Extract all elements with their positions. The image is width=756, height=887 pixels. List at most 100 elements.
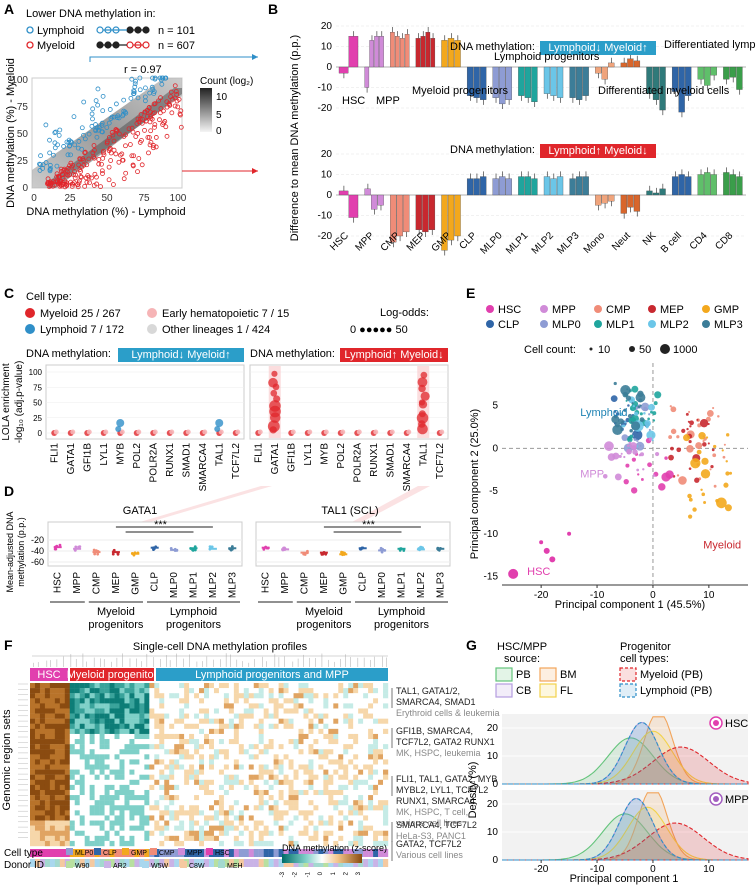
f-heat-cell <box>378 683 384 689</box>
f-heat-cell <box>184 703 190 709</box>
f-heat-cell <box>189 789 195 796</box>
a-ytick-0: 0 <box>22 183 28 194</box>
f-heat-cell <box>109 800 115 806</box>
f-celltype-cell <box>74 849 80 857</box>
e-cell-point <box>624 421 627 424</box>
f-heat-cell <box>184 744 190 750</box>
f-heat-cell <box>213 830 220 837</box>
f-heat-cell <box>303 815 309 821</box>
f-heat-cell <box>283 713 289 719</box>
f-heat-cell <box>228 835 235 842</box>
f-heat-cell <box>308 774 314 780</box>
f-heat-cell <box>363 749 369 755</box>
f-heat-cell <box>189 693 195 699</box>
f-heat-cell <box>273 693 279 699</box>
f-heat-cell <box>134 784 140 791</box>
f-heat-cell <box>213 733 220 740</box>
f-heat-cell <box>154 693 160 699</box>
c-ytick-label: 75 <box>33 383 42 392</box>
f-heat-cell <box>378 825 384 831</box>
b-bar-top <box>348 36 359 68</box>
f-celltype-cell <box>169 849 175 857</box>
a-myeloid-point <box>120 157 125 163</box>
f-heat-cell <box>328 708 334 714</box>
f-heat-cell <box>49 769 56 775</box>
f-heat-cell <box>69 688 75 694</box>
b-ytick-label: -10 <box>318 83 333 94</box>
f-heat-cell <box>189 825 195 831</box>
a-lymphoid-point <box>93 128 99 134</box>
f-heat-cell <box>124 683 130 689</box>
f-heat-cell <box>54 688 61 694</box>
f-heat-cell <box>263 733 269 740</box>
f-heat-cell <box>204 774 210 780</box>
a-myeloid-point <box>87 180 92 186</box>
e-cell-point <box>715 498 719 503</box>
e-cell-point <box>653 401 658 406</box>
f-heat-cell <box>74 683 80 689</box>
f-heat-cell <box>283 688 289 694</box>
c-xtick-label: POL2 <box>132 443 143 469</box>
d-left-title: GATA1 <box>123 505 157 517</box>
f-heat-cell <box>368 733 374 740</box>
b-bar-top <box>685 66 692 96</box>
f-heat-cell <box>144 718 150 724</box>
f-heat-cell <box>159 835 165 842</box>
e-cellcount-50: 50 <box>639 344 651 356</box>
f-heat-cell <box>204 779 210 786</box>
f-heat-cell <box>323 830 329 837</box>
f-heat-cell <box>30 825 36 831</box>
f-heat-cell <box>303 805 309 811</box>
f-heat-cell <box>228 759 235 765</box>
f-heat-cell <box>154 698 160 704</box>
f-heat-cell <box>278 815 284 821</box>
g-xtick-label: 0 <box>650 864 656 875</box>
f-heat-cell <box>204 789 210 796</box>
f-heat-cell <box>64 754 70 760</box>
f-heat-cell <box>263 749 269 755</box>
f-heat-cell <box>39 708 46 714</box>
f-heat-cell <box>74 718 80 724</box>
f-heat-cell <box>373 789 379 796</box>
f-heat-cell <box>288 733 294 740</box>
a-myeloid-point <box>79 174 84 180</box>
d-point <box>58 543 62 547</box>
a-myeloid-point <box>59 169 64 174</box>
f-heat-cell <box>164 795 170 801</box>
f-heat-cell <box>298 683 304 689</box>
f-heat-cell <box>263 820 269 826</box>
f-heat-cell <box>293 688 299 694</box>
f-heat-cell <box>84 810 90 816</box>
f-heat-cell <box>124 810 130 816</box>
d-point <box>303 553 307 556</box>
f-heat-cell <box>99 769 105 775</box>
c-plot-left <box>45 364 245 440</box>
a-myeloid-point <box>71 172 76 177</box>
f-heat-cell <box>39 825 46 831</box>
f-heat-cell <box>318 835 324 842</box>
e-cell-point <box>631 457 636 462</box>
f-heat-cell <box>363 815 369 821</box>
f-heat-cell <box>169 744 175 750</box>
f-heat-cell <box>184 718 190 724</box>
c-xtick-label: MYB <box>115 443 126 465</box>
f-heat-cell <box>54 693 61 699</box>
f-heat-cell <box>343 728 349 735</box>
f-heat-cell <box>54 749 61 755</box>
f-heat-cell <box>358 779 364 786</box>
f-heat-cell <box>323 744 329 750</box>
f-heat-cell <box>253 800 259 806</box>
f-heat-cell <box>248 693 254 699</box>
f-heat-cell <box>298 769 304 775</box>
e-cell-point <box>618 454 622 459</box>
f-heat-cell <box>308 728 314 735</box>
f-celltype-cell <box>223 849 230 857</box>
f-heat-cell <box>79 835 85 842</box>
f-celltype-cell <box>139 849 145 857</box>
f-heat-cell <box>293 774 299 780</box>
f-heat-cell <box>263 723 269 730</box>
f-heat-cell <box>318 733 324 740</box>
f-heat-cell <box>333 830 339 837</box>
f-heat-cell <box>318 718 324 724</box>
f-heat-cell <box>64 759 70 765</box>
